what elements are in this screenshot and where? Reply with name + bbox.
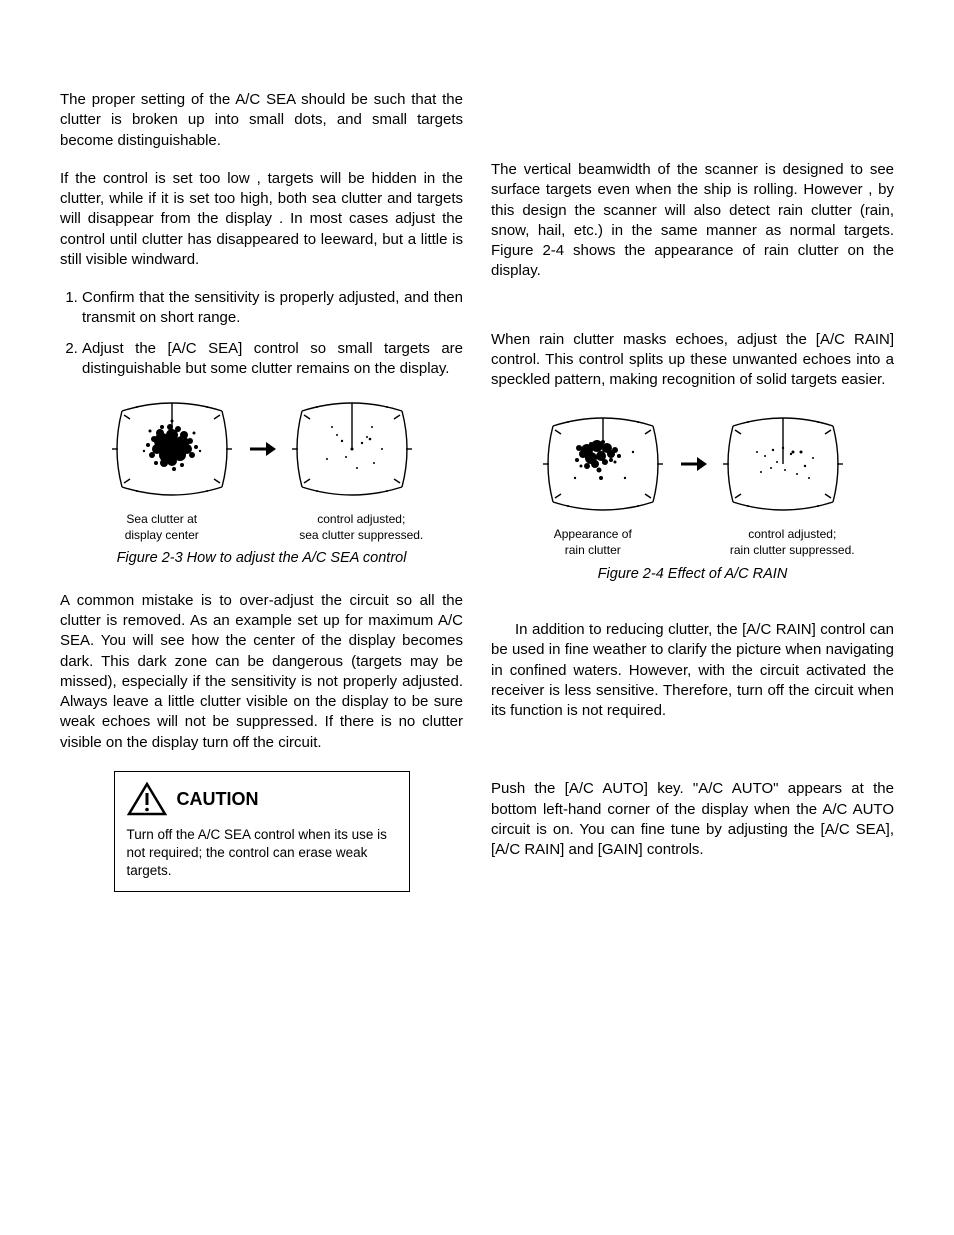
ordered-list: Confirm that the sensitivity is properly…: [60, 288, 463, 379]
list-item: Adjust the [A/C SEA] control so small ta…: [82, 339, 463, 380]
radar-screen-sea-clear: [282, 393, 422, 505]
paragraph: The proper setting of the A/C SEA should…: [60, 90, 463, 151]
page: The proper setting of the A/C SEA should…: [0, 0, 954, 1235]
caption-line: display center: [62, 527, 262, 543]
caption-line: sea clutter suppressed.: [262, 527, 462, 543]
paragraph: In addition to reducing clutter, the [A/…: [491, 620, 894, 721]
left-column: The proper setting of the A/C SEA should…: [60, 90, 463, 1195]
radar-screen-rain-clear: [713, 408, 853, 520]
caption-line: rain clutter suppressed.: [693, 542, 893, 558]
caption-line: Sea clutter at: [62, 511, 262, 527]
caution-title: CAUTION: [177, 787, 259, 811]
figure-2-4-caption: Figure 2-4 Effect of A/C RAIN: [491, 565, 894, 585]
figure-2-4-diagram: [491, 408, 894, 520]
paragraph: A common mistake is to over-adjust the c…: [60, 591, 463, 753]
caption-line: control adjusted;: [262, 511, 462, 527]
paragraph: The vertical beamwidth of the scanner is…: [491, 160, 894, 282]
caption-line: control adjusted;: [693, 526, 893, 542]
figure-2-3-diagram: [60, 393, 463, 505]
arrow-icon: [679, 454, 707, 474]
figure-2-3-subcaptions: Sea clutter at display center control ad…: [62, 511, 461, 543]
figure-2-3-caption: Figure 2-3 How to adjust the A/C SEA con…: [60, 549, 463, 569]
list-item: Confirm that the sensitivity is properly…: [82, 288, 463, 329]
radar-screen-sea-clutter: [102, 393, 242, 505]
right-column: The vertical beamwidth of the scanner is…: [491, 90, 894, 1195]
paragraph: When rain clutter masks echoes, adjust t…: [491, 330, 894, 391]
caution-body: Turn off the A/C SEA control when its us…: [127, 826, 397, 881]
caption-line: rain clutter: [493, 542, 693, 558]
figure-2-4-subcaptions: Appearance of rain clutter control adjus…: [493, 526, 892, 558]
paragraph: Push the [A/C AUTO] key. "A/C AUTO" appe…: [491, 779, 894, 860]
arrow-icon: [248, 439, 276, 459]
caution-heading: CAUTION: [127, 782, 397, 816]
paragraph: If the control is set too low , targets …: [60, 169, 463, 270]
caution-box: CAUTION Turn off the A/C SEA control whe…: [114, 771, 410, 892]
radar-screen-rain-clutter: [533, 408, 673, 520]
caption-line: Appearance of: [493, 526, 693, 542]
caution-icon: [127, 782, 167, 816]
